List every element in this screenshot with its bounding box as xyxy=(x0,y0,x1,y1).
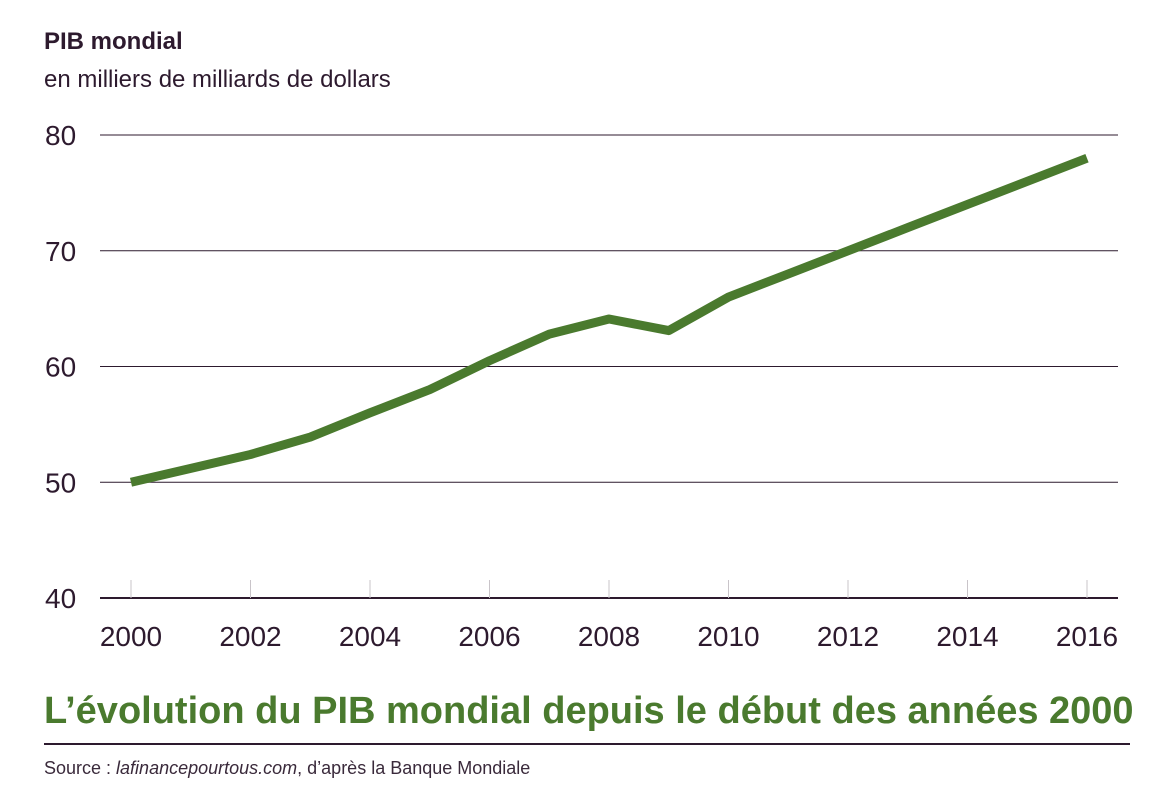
line-chart: 40 50 60 70 80 2000 2002 2004 2006 2008 2010 2012 20… xyxy=(45,120,1118,652)
source-site: lafinancepourtous.com xyxy=(116,758,298,778)
x-tick-label-2000: 2000 xyxy=(100,621,162,652)
y-tick-label-80: 80 xyxy=(45,120,76,151)
chart-title: PIB mondial xyxy=(44,28,183,55)
x-tick-label-2008: 2008 xyxy=(578,621,640,652)
source-suffix: , d’après la Banque Mondiale xyxy=(297,758,531,778)
x-tick-label-2010: 2010 xyxy=(697,621,759,652)
chart-caption: L’évolution du PIB mondial depuis le déb… xyxy=(44,690,1134,732)
y-tick-label-40: 40 xyxy=(45,583,76,614)
source-note: Source : lafinancepourtous.com, d’après … xyxy=(44,758,530,779)
y-tick-label-70: 70 xyxy=(45,236,76,267)
y-tick-label-60: 60 xyxy=(45,352,76,383)
x-tick-label-2006: 2006 xyxy=(458,621,520,652)
caption-divider xyxy=(44,743,1130,745)
x-tick-label-2004: 2004 xyxy=(339,621,401,652)
x-tick-label-2014: 2014 xyxy=(936,621,998,652)
gdp-series-line xyxy=(129,154,1089,487)
x-tick-label-2016: 2016 xyxy=(1056,621,1118,652)
source-prefix: Source : xyxy=(44,758,117,778)
x-tick-label-2012: 2012 xyxy=(817,621,879,652)
x-tick-label-2002: 2002 xyxy=(219,621,281,652)
chart-subtitle: en milliers de milliards de dollars xyxy=(44,66,391,93)
y-tick-label-50: 50 xyxy=(45,467,76,498)
